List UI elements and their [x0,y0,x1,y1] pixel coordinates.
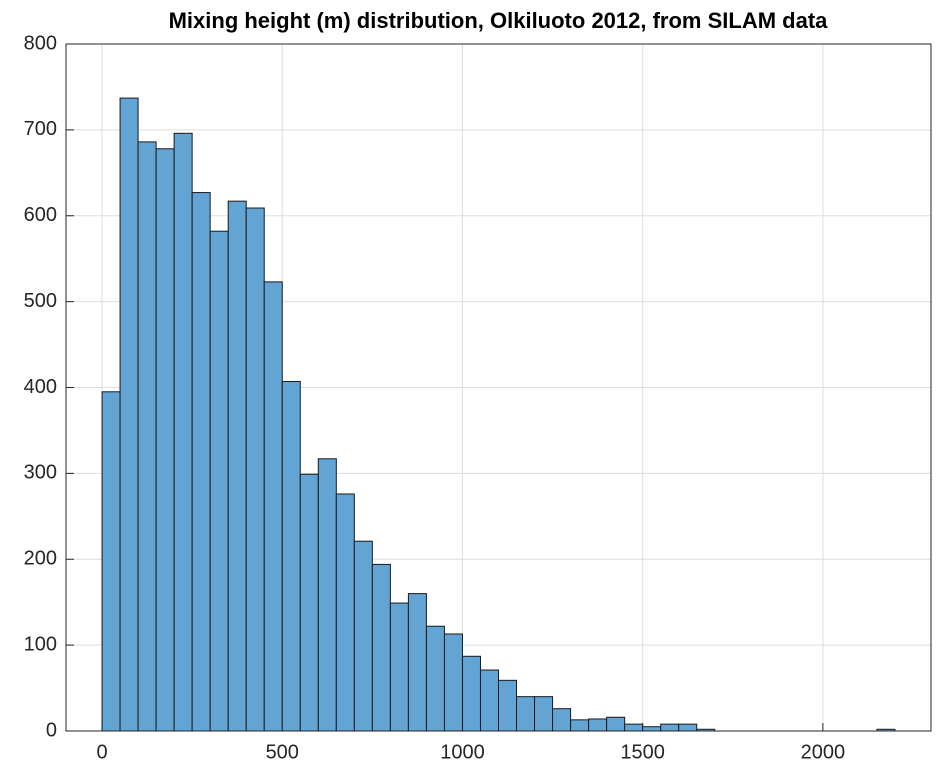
x-tick-label: 2000 [801,741,846,763]
y-tick-label: 500 [24,290,57,312]
y-tick-label: 700 [24,118,57,140]
bar [173,132,193,732]
bar [263,281,283,732]
bar [209,230,229,732]
bar [660,723,680,732]
bar [191,192,211,732]
bar [443,633,463,732]
bar [479,669,499,732]
plot-frame [65,43,932,732]
y-tick-label: 800 [24,32,57,54]
bar [461,655,481,732]
bar [407,593,427,732]
y-tick-label: 600 [24,204,57,226]
bar [624,723,644,732]
y-tick-label: 0 [46,719,57,741]
bar [642,726,662,732]
bar [534,696,554,732]
bar [389,602,409,732]
bar [371,563,391,732]
bar [498,679,518,732]
bar [299,473,319,732]
bar [101,391,121,732]
y-tick-label: 200 [24,548,57,570]
bar [281,380,301,732]
bar [227,200,247,732]
y-tick-label: 400 [24,376,57,398]
x-tick-label: 1000 [440,741,485,763]
bar [588,718,608,732]
chart-title: Mixing height (m) distribution, Olkiluot… [169,8,829,33]
x-tick-label: 1500 [620,741,665,763]
y-tick-label: 300 [24,462,57,484]
bar [245,207,265,732]
bar [606,716,626,732]
bar [155,148,175,732]
x-tick-label: 500 [266,741,299,763]
bar [552,708,572,732]
bar [353,540,373,732]
bar [335,493,355,732]
bar [317,458,337,732]
bar [516,696,536,732]
bar [570,719,590,732]
bar [425,625,445,732]
x-tick-label: 0 [96,741,107,763]
bar [137,141,157,732]
bar [678,723,698,732]
y-tick-label: 100 [24,633,57,655]
bar [119,97,139,732]
